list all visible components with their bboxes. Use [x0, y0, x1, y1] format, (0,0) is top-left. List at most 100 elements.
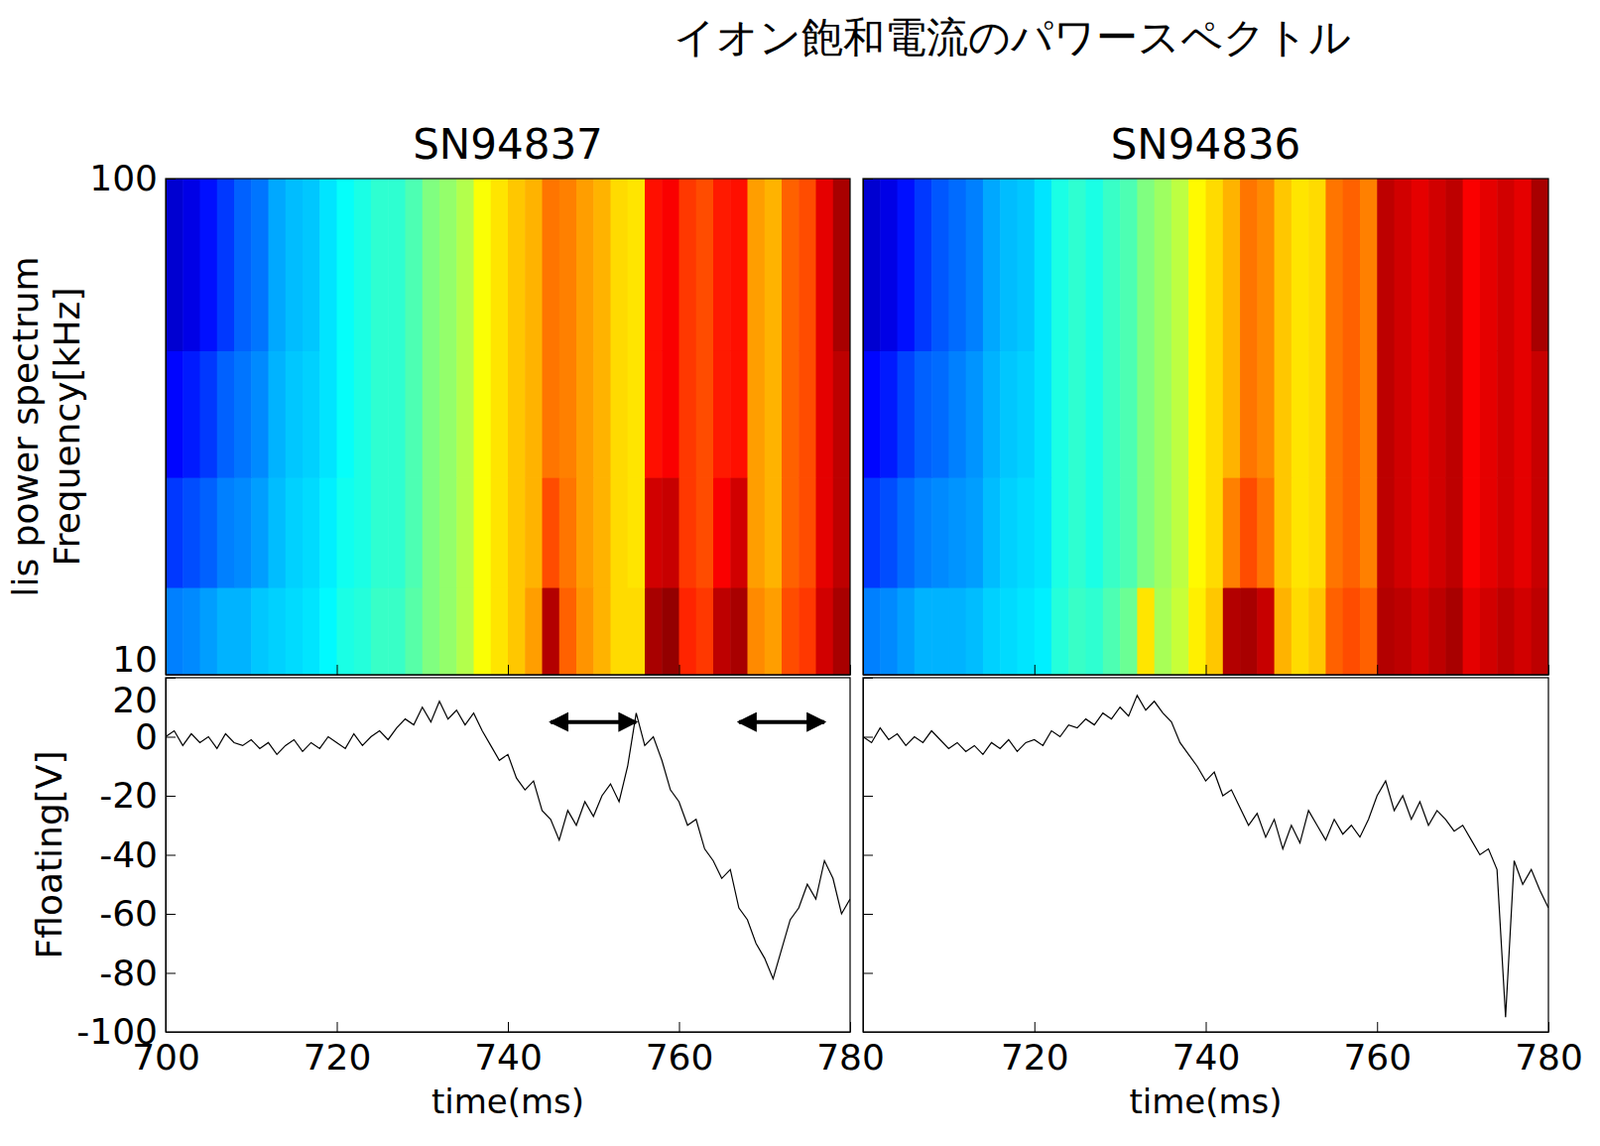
- y-tick: [862, 737, 873, 739]
- heatmap-cell: [999, 477, 1018, 589]
- heatmap-cell: [1239, 350, 1258, 478]
- heatmap-cell: [1308, 178, 1327, 352]
- plot-area: [165, 701, 851, 980]
- tick-mark: [679, 1021, 681, 1032]
- heatmap-cell: [268, 178, 287, 352]
- heatmap-cell: [627, 477, 646, 589]
- heatmap-cell: [422, 477, 441, 589]
- heatmap-cell: [250, 587, 269, 675]
- heatmap-cell: [370, 178, 389, 352]
- heatmap-cell: [1119, 477, 1138, 589]
- heatmap-cell: [1496, 350, 1515, 478]
- tick-mark: [165, 973, 176, 975]
- y-tick: 20: [112, 678, 176, 721]
- heatmap-cell: [897, 477, 916, 589]
- heatmap-cell: [507, 477, 526, 589]
- heatmap-cell: [747, 477, 766, 589]
- y-tick: -100: [76, 1010, 176, 1052]
- plot-area: [862, 178, 1549, 675]
- heatmap-cell: [507, 587, 526, 675]
- heatmap-cell: [370, 350, 389, 478]
- series-line: [862, 695, 1549, 1017]
- heatmap-cell: [456, 587, 475, 675]
- tick-mark: [1034, 664, 1036, 675]
- heatmap-cell: [798, 587, 817, 675]
- heatmap-cell: [1119, 587, 1138, 675]
- heatmap-cell: [370, 587, 389, 675]
- heatmap-cell: [593, 350, 612, 478]
- heatmap-cell: [182, 350, 201, 478]
- x-axis: [166, 664, 852, 676]
- heatmap-cell: [679, 178, 698, 352]
- heatmap-cell: [798, 350, 817, 478]
- axis-line: [863, 674, 1550, 676]
- heatmap-cell: [182, 178, 201, 352]
- heatmap-cell: [914, 350, 933, 478]
- tick-mark: [165, 737, 176, 739]
- heatmap-cell: [1171, 350, 1190, 478]
- heatmap-cell: [1428, 178, 1447, 352]
- heatmap-cell: [764, 477, 783, 589]
- heatmap-cell: [182, 587, 201, 675]
- x-axis-title: time(ms): [1128, 1081, 1282, 1121]
- heatmap-cell: [781, 477, 800, 589]
- y-tick-label: 10: [112, 638, 158, 680]
- heatmap-cell: [1496, 178, 1515, 352]
- axis-line: [165, 179, 167, 676]
- heatmap-cell: [948, 350, 967, 478]
- heatmap-cell: [798, 477, 817, 589]
- interval-arrow: [550, 720, 636, 725]
- heatmap-cell: [747, 178, 766, 352]
- axis-line: [862, 179, 864, 676]
- y-tick: 0: [134, 716, 176, 757]
- heatmap-cell: [862, 178, 881, 352]
- x-tick: 780: [1514, 1021, 1584, 1078]
- heatmap-cell: [1325, 587, 1344, 675]
- heatmap-cell: [1274, 350, 1293, 478]
- heatmap-cell: [474, 587, 493, 675]
- heatmap-cell: [1136, 350, 1155, 478]
- heatmap-cell: [1188, 178, 1207, 352]
- heatmap-cell: [439, 350, 458, 478]
- tick-mark: [862, 737, 873, 739]
- heatmap-cell: [200, 587, 219, 675]
- heatmap-cell: [1428, 350, 1447, 478]
- heatmap-cell: [302, 178, 321, 352]
- heatmap-cell: [542, 350, 561, 478]
- y-tick: -40: [99, 834, 176, 875]
- heatmap-cell: [217, 587, 236, 675]
- heatmap-cell: [559, 477, 578, 589]
- y-tick: -20: [99, 774, 176, 816]
- heatmap-cell: [862, 477, 881, 589]
- heatmap-cell: [931, 350, 950, 478]
- plot-frame: [862, 178, 1549, 675]
- heatmap-cell: [644, 178, 663, 352]
- heatmap-cell: [713, 587, 732, 675]
- heatmap-cell: [1359, 587, 1378, 675]
- heatmap-cell: [285, 178, 304, 352]
- x-axis-title: time(ms): [431, 1081, 585, 1121]
- heatmap-cell: [1119, 178, 1138, 352]
- heatmap-cell: [833, 178, 851, 352]
- heatmap-cell: [1274, 587, 1293, 675]
- tick-mark: [862, 913, 873, 915]
- heatmap-cell: [507, 350, 526, 478]
- heatmap-cell: [1496, 477, 1515, 589]
- heatmap-cell: [559, 178, 578, 352]
- heatmap-cell: [696, 587, 715, 675]
- heatmap-cell: [879, 350, 898, 478]
- heatmap-cell: [661, 587, 680, 675]
- heatmap-cell: [387, 178, 406, 352]
- heatmap-cell: [1256, 587, 1275, 675]
- x-tick: [679, 664, 681, 675]
- heatmap-cell: [524, 587, 543, 675]
- heatmap-cell: [1445, 178, 1464, 352]
- heatmap-cell: [644, 350, 663, 478]
- x-tick-label: 720: [1000, 1036, 1070, 1078]
- y-tick-label: -80: [99, 952, 158, 993]
- heatmap-cell: [1103, 178, 1121, 352]
- heatmap-cell: [182, 477, 201, 589]
- heatmap-cell: [576, 350, 595, 478]
- heatmap-cell: [285, 477, 304, 589]
- heatmap-cell: [966, 350, 985, 478]
